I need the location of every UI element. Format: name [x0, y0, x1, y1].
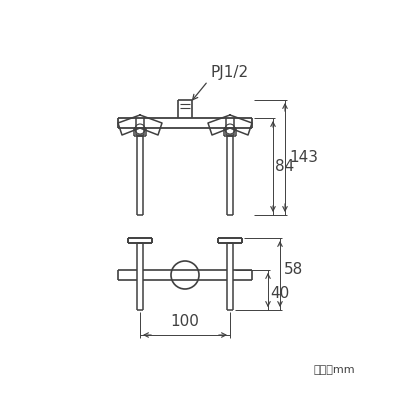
Text: 単位：mm: 単位：mm: [313, 365, 355, 375]
Text: 84: 84: [275, 159, 294, 174]
Text: PJ1/2: PJ1/2: [210, 65, 248, 80]
Text: 40: 40: [270, 286, 289, 302]
Text: 58: 58: [284, 262, 303, 278]
Text: 143: 143: [289, 150, 318, 165]
Text: 100: 100: [170, 314, 200, 329]
